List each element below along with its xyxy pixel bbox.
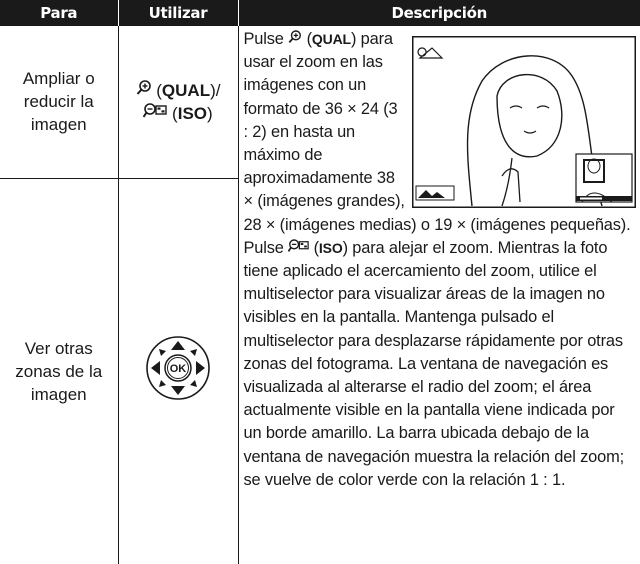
purpose: Ampliar o reducir la imagen xyxy=(22,69,95,135)
header-cell: Descripción xyxy=(237,0,640,26)
control-cell: OK xyxy=(117,178,239,564)
text: )/ xyxy=(210,80,221,100)
multi-selector-icon: OK xyxy=(146,336,210,401)
zoom-in-icon xyxy=(136,79,151,95)
key: QUAL xyxy=(161,80,211,100)
key: QUAL xyxy=(311,31,351,47)
header-row: Para Utilizar Descripción xyxy=(0,0,640,26)
text: ) xyxy=(207,103,213,123)
zoom-in-icon xyxy=(288,30,302,43)
key: ISO xyxy=(177,103,208,123)
control-cell: (QUAL)/ (ISO) xyxy=(117,26,239,179)
header-cell: Para xyxy=(0,0,118,26)
text: ( xyxy=(313,238,319,257)
purpose: Ver otras zonas de la imagen xyxy=(15,338,103,404)
text: ( xyxy=(156,80,162,100)
header-cell: Utilizar xyxy=(117,0,238,26)
purpose-cell: Ampliar o reducir la imagen xyxy=(0,26,119,179)
text: ) para usar el zoom en las imágenes con … xyxy=(243,30,631,257)
text: ( xyxy=(306,30,312,48)
zoom-illustration xyxy=(412,36,636,208)
text: Pulse xyxy=(243,30,284,48)
row: Ampliar o reducir la imagen (QUAL)/ (ISO… xyxy=(0,26,640,564)
text: ) para alejar el zoom. Mientras la foto … xyxy=(243,238,625,489)
description-cell: Pulse (QUAL) para usar el zoom en las im… xyxy=(237,26,640,564)
zoom-out-icon xyxy=(287,239,309,252)
text: ( xyxy=(172,103,178,123)
purpose-cell: Ver otras zonas de la imagen xyxy=(0,178,119,564)
ok-label: OK xyxy=(170,363,187,375)
row: Ver otras zonas de la imagen OK xyxy=(0,178,640,564)
key: ISO xyxy=(318,239,343,256)
zoom-out-icon xyxy=(142,102,168,118)
